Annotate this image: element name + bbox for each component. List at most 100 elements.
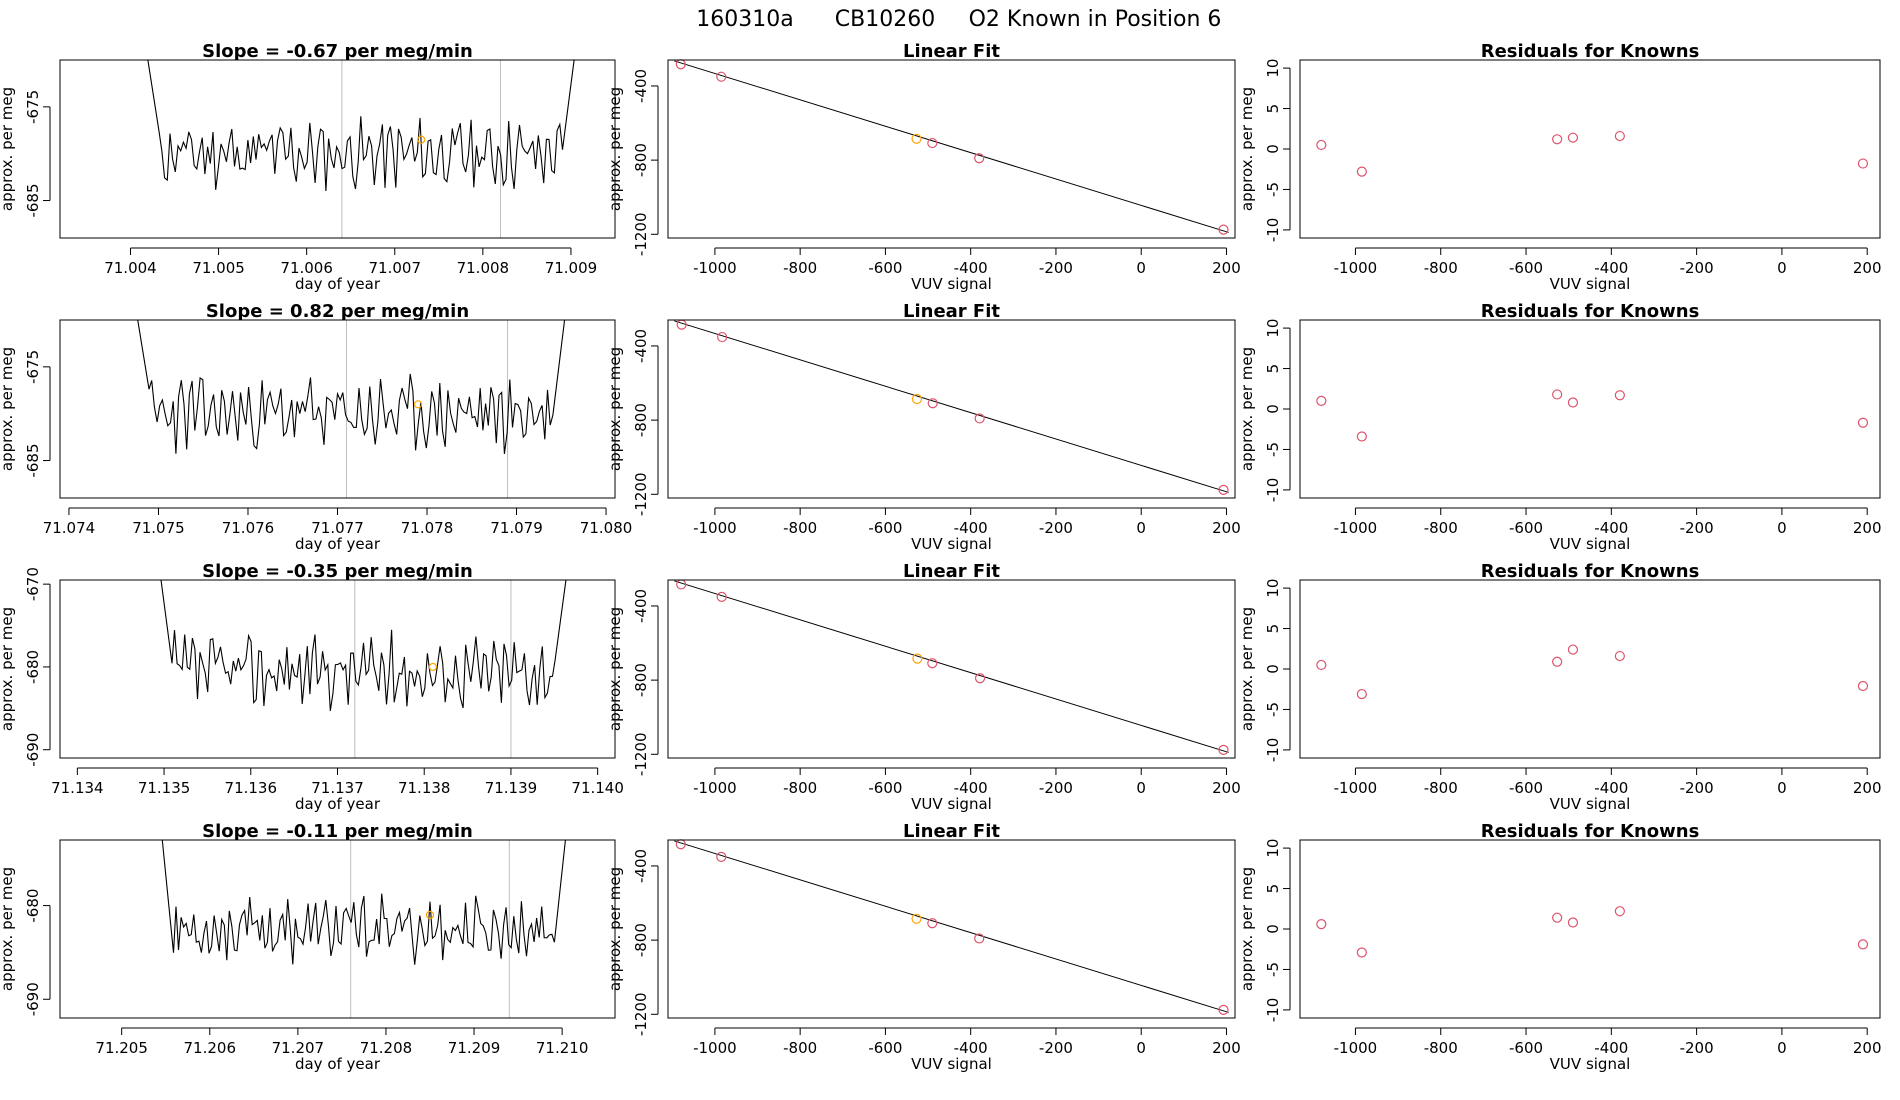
plot-frame <box>667 579 1236 759</box>
data-point-1 <box>1316 659 1327 671</box>
panel-title: Slope = -0.67 per meg/min <box>202 41 473 62</box>
x-tick-label: 71.136 <box>225 779 278 797</box>
x-tick-label: 0 <box>1777 1039 1787 1057</box>
x-tick-label: -1000 <box>693 1039 737 1057</box>
y-tick-label: -685 <box>24 444 42 478</box>
x-tick-label: 200 <box>1212 259 1241 277</box>
figure-title-id: 160310a <box>696 7 793 32</box>
y-tick-label: -1200 <box>632 732 650 776</box>
fit-panel-4: Linear Fit -1000 -800 -600 -400 -200 0 200 VUV s… <box>606 821 1241 1073</box>
x-tick-label: 0 <box>1136 779 1146 797</box>
x-tick-label: -200 <box>1039 1039 1073 1057</box>
y-tick-label: -400 <box>632 69 650 103</box>
x-tick-label: 71.210 <box>536 1039 589 1057</box>
residuals-panel-1: Residuals for Knowns-1000 -800 -600 -400 -20… <box>1238 41 1882 293</box>
data-point-4 <box>927 658 938 669</box>
x-tick-label: -600 <box>1509 519 1543 537</box>
x-tick-label: -1000 <box>1334 519 1378 537</box>
panel-title: Slope = -0.35 per meg/min <box>202 561 473 582</box>
x-tick-label: -800 <box>1424 1039 1458 1057</box>
y-tick-label: 5 <box>1264 624 1282 634</box>
x-tick-label: -200 <box>1039 519 1073 537</box>
x-tick-label: 71.080 <box>580 519 633 537</box>
data-point-4 <box>927 918 938 929</box>
x-tick-label: 71.075 <box>132 519 185 537</box>
data-point-2 <box>716 851 727 862</box>
data-point-4 <box>1567 397 1579 408</box>
data-point-1 <box>1316 139 1327 151</box>
y-tick-label: -680 <box>24 889 42 923</box>
x-tick-label: -800 <box>1424 259 1458 277</box>
y-tick-label: 0 <box>1264 144 1282 154</box>
y-tick-label: -690 <box>24 733 42 767</box>
known-marker <box>413 400 423 409</box>
x-tick-label: 71.009 <box>545 259 598 277</box>
y-tick-label: -400 <box>632 849 650 883</box>
x-tick-label: 71.005 <box>192 259 245 277</box>
x-tick-label: 71.135 <box>138 779 191 797</box>
y-tick-label: -10 <box>1264 998 1282 1023</box>
plot-frame <box>1299 839 1881 1019</box>
y-axis-label: approx. per meg <box>0 87 16 211</box>
x-tick-label: 71.008 <box>457 259 510 277</box>
y-tick-label: -800 <box>632 143 650 177</box>
x-tick-label: 0 <box>1136 519 1146 537</box>
y-axis-label: approx. per meg <box>1238 607 1256 731</box>
x-axis-label: day of year <box>295 535 381 553</box>
plot-frame <box>59 839 616 1019</box>
y-axis-label: approx. per meg <box>0 867 16 991</box>
x-tick-label: 200 <box>1212 519 1241 537</box>
y-tick-label: -10 <box>1264 738 1282 763</box>
data-point-2 <box>717 331 728 343</box>
x-axis-label: day of year <box>295 1055 381 1073</box>
data-point-6 <box>1857 939 1869 950</box>
timeseries-panel-3: Slope = -0.35 per meg/min 71.134 71.135 71.… <box>0 561 624 813</box>
x-tick-label: -200 <box>1039 779 1073 797</box>
data-point-3 <box>1552 912 1563 923</box>
y-axis-label: approx. per meg <box>606 607 624 731</box>
fit-panel-2: Linear Fit -1000 -800 -600 -400 -200 0 200 VUV s… <box>606 301 1241 553</box>
data-point-2 <box>1356 431 1367 442</box>
data-point-5 <box>974 673 986 684</box>
x-tick-label: 71.209 <box>448 1039 501 1057</box>
data-point-4 <box>1567 917 1579 928</box>
plot-frame <box>1299 59 1881 239</box>
x-tick-label: -1000 <box>693 519 737 537</box>
x-axis-label: day of year <box>295 275 381 293</box>
x-tick-label: 71.138 <box>398 779 451 797</box>
figure-title: 160310a CB10260 O2 Known in Position 6 <box>696 7 1221 32</box>
x-tick-label: 71.205 <box>95 1039 148 1057</box>
y-tick-label: 10 <box>1264 59 1282 78</box>
x-tick-label: -200 <box>1680 519 1714 537</box>
y-tick-label: -800 <box>632 923 650 957</box>
x-tick-label: 200 <box>1853 259 1882 277</box>
known-marker <box>428 662 437 672</box>
x-tick-label: 200 <box>1853 519 1882 537</box>
y-tick-label: 10 <box>1264 319 1282 338</box>
data-point-3 <box>1552 389 1563 400</box>
y-tick-label: -5 <box>1264 442 1282 457</box>
plot-frame <box>59 319 616 499</box>
x-tick-label: 71.074 <box>43 519 96 537</box>
x-axis-label: VUV signal <box>1550 1055 1631 1073</box>
data-point-1 <box>1316 395 1327 407</box>
y-tick-label: -675 <box>24 90 42 124</box>
signal-trace <box>137 320 566 454</box>
data-point-6 <box>1218 224 1229 235</box>
y-tick-label: -685 <box>24 184 42 218</box>
x-tick-label: -1000 <box>1334 779 1378 797</box>
data-point-2 <box>716 71 727 82</box>
panel-title: Linear Fit <box>903 301 1000 322</box>
y-axis-label: approx. per meg <box>606 867 624 991</box>
y-tick-label: -670 <box>24 567 42 601</box>
x-tick-label: -200 <box>1680 259 1714 277</box>
x-tick-label: -600 <box>868 779 902 797</box>
fit-line <box>674 320 1229 493</box>
data-point-5 <box>1614 906 1625 917</box>
plot-frame <box>667 839 1236 1019</box>
data-point-3 <box>911 913 922 924</box>
y-axis-label: approx. per meg <box>0 607 16 731</box>
data-point-4 <box>1567 644 1579 655</box>
x-axis-label: VUV signal <box>911 275 992 293</box>
